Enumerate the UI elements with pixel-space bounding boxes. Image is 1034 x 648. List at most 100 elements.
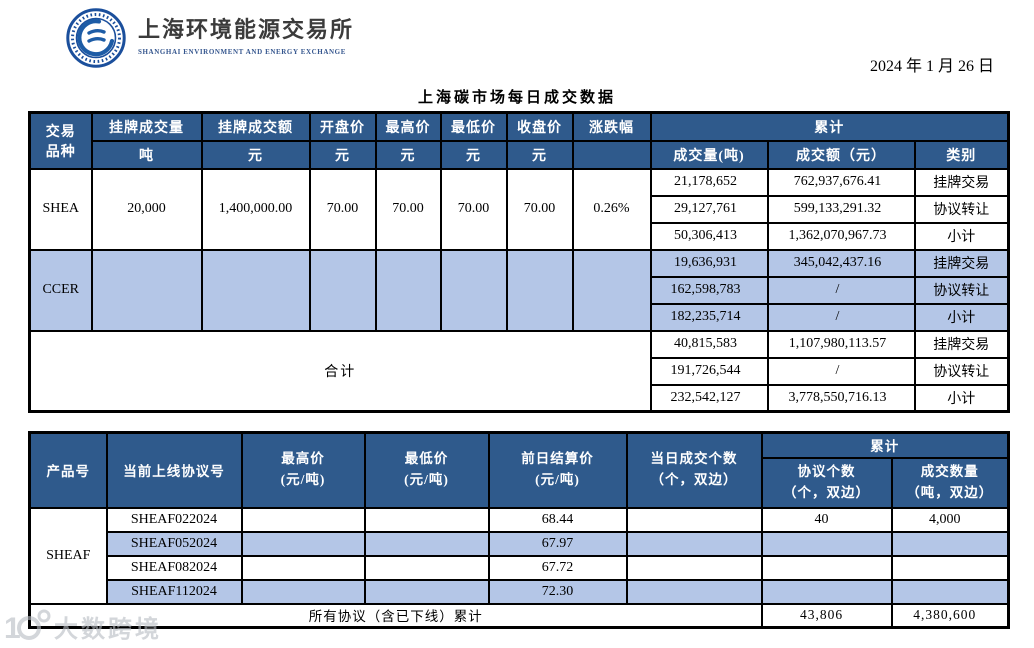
shea-cum-category: 小计 <box>913 221 1010 251</box>
sheaf-cum-volume <box>890 554 1010 581</box>
sheaf-settle: 67.97 <box>487 530 628 557</box>
shea-high: 70.00 <box>374 167 442 251</box>
col-header-cum-volume: 成交量(吨) <box>649 139 769 170</box>
col-header-category: 类别 <box>913 139 1010 170</box>
sheaf-cum-count <box>760 578 893 605</box>
ccer-cum-volume: 19,636,931 <box>649 248 769 278</box>
product-shea: SHEA <box>28 167 93 251</box>
ccer-row-1: CCER 19,636,931 345,042,437.16 挂牌交易 <box>28 248 1010 332</box>
ccer-cum-volume: 182,235,714 <box>649 302 769 332</box>
ccer-high <box>374 248 442 332</box>
t2-header-row-2: 协议个数 （个，双边） 成交数量 （吨，双边） <box>30 456 1010 509</box>
sheaf-cum-count <box>760 554 893 581</box>
col-header-high: 最高价 <box>374 111 442 142</box>
sheaf-settle: 72.30 <box>487 578 628 605</box>
shea-low: 70.00 <box>439 167 508 251</box>
exchange-logo: 上海环境能源交易所 SHANGHAI ENVIRONMENT AND ENERG… <box>66 8 354 68</box>
unit-yuan: 元 <box>505 139 574 170</box>
total-row-1: 合计 40,815,583 1,107,980,113.57 挂牌交易 <box>28 329 1010 413</box>
exchange-emblem-icon <box>66 8 126 68</box>
total-row-3: 232,542,127 3,778,550,716.13 小计 <box>30 383 1010 413</box>
sheaf-low <box>363 554 490 581</box>
sheaf-row-3: SHEAF082024 67.72 <box>30 554 1010 581</box>
unit-yuan: 元 <box>308 139 377 170</box>
col-header-low: 最低价 <box>439 111 508 142</box>
sheaf-high <box>240 530 366 557</box>
total-cum-amount: 3,778,550,716.13 <box>766 383 916 413</box>
all-protocols-cum-count: 43,806 <box>760 602 893 629</box>
unit-ton: 吨 <box>90 139 203 170</box>
unit-yuan: 元 <box>439 139 508 170</box>
sheaf-row-1: SHEAF SHEAF022024 68.44 40 4,000 <box>28 506 1010 605</box>
protocol-products-table: 产品号 当前上线协议号 最高价 (元/吨) 最低价 (元/吨) 前日结算价 (元… <box>28 431 1010 629</box>
sheaf-row-4: SHEAF112024 72.30 <box>30 578 1010 605</box>
svg-text:1: 1 <box>4 612 21 645</box>
shea-cum-amount: 1,362,070,967.73 <box>766 221 916 251</box>
sheaf-high <box>240 578 366 605</box>
sheaf-high <box>240 506 366 533</box>
sheaf-row-2: SHEAF052024 67.97 <box>30 530 1010 557</box>
shea-cum-amount: 762,937,676.41 <box>766 167 916 197</box>
total-cum-volume: 232,542,127 <box>649 383 769 413</box>
shea-listed-volume: 20,000 <box>90 167 203 251</box>
col-header-listed-amount: 挂牌成交额 <box>200 111 311 142</box>
shea-cum-category: 协议转让 <box>913 194 1010 224</box>
sheaf-day-count <box>625 578 763 605</box>
sheaf-low <box>363 530 490 557</box>
shea-cum-volume: 50,306,413 <box>649 221 769 251</box>
product-sheaf: SHEAF <box>28 506 108 605</box>
col-header-high-price: 最高价 (元/吨) <box>240 431 366 509</box>
ccer-cum-category: 协议转让 <box>913 275 1010 305</box>
shea-cum-volume: 21,178,652 <box>649 167 769 197</box>
daily-market-table: 交易 品种 挂牌成交量 挂牌成交额 开盘价 最高价 最低价 收盘价 涨跌幅 累计… <box>28 111 1011 413</box>
report-date: 2024 年 1 月 26 日 <box>869 58 994 75</box>
shea-cum-volume: 29,127,761 <box>649 194 769 224</box>
sheaf-settle: 68.44 <box>487 506 628 533</box>
ccer-low <box>439 248 508 332</box>
col-header-cumulative: 累计 <box>760 431 1010 459</box>
product-ccer: CCER <box>28 248 93 332</box>
sheaf-cum-count: 40 <box>760 506 893 533</box>
ccer-cum-volume: 162,598,783 <box>649 275 769 305</box>
col-header-cum-count: 协议个数 （个，双边） <box>760 456 893 509</box>
sheaf-low <box>363 578 490 605</box>
shea-listed-amount: 1,400,000.00 <box>200 167 311 251</box>
all-protocols-total-row: 所有协议（含已下线）累计 43,806 4,380,600 <box>28 602 1010 629</box>
ccer-open <box>308 248 377 332</box>
shea-row-2: 29,127,761 599,133,291.32 协议转让 <box>30 194 1010 224</box>
total-cum-category: 协议转让 <box>913 356 1010 386</box>
protocol-code: SHEAF022024 <box>105 506 243 533</box>
total-label: 合计 <box>28 329 652 413</box>
sheaf-cum-volume: 4,000 <box>890 506 1010 533</box>
sheaf-cum-count <box>760 530 893 557</box>
total-row-2: 191,726,544 / 协议转让 <box>30 356 1010 386</box>
shea-cum-amount: 599,133,291.32 <box>766 194 916 224</box>
sheaf-low <box>363 506 490 533</box>
sheaf-high <box>240 554 366 581</box>
shea-close: 70.00 <box>505 167 574 251</box>
total-cum-volume: 191,726,544 <box>649 356 769 386</box>
col-header-change: 涨跌幅 <box>571 111 652 142</box>
ccer-cum-amount: 345,042,437.16 <box>766 248 916 278</box>
page-title: 上海碳市场每日成交数据 <box>417 90 616 106</box>
ccer-cum-category: 挂牌交易 <box>913 248 1010 278</box>
ccer-close <box>505 248 574 332</box>
ccer-cum-category: 小计 <box>913 302 1010 332</box>
total-cum-category: 小计 <box>913 383 1010 413</box>
col-header-cum-volume: 成交数量 （吨，双边） <box>890 456 1010 509</box>
ccer-row-3: 182,235,714 / 小计 <box>30 302 1010 332</box>
sheaf-settle: 67.72 <box>487 554 628 581</box>
shea-cum-category: 挂牌交易 <box>913 167 1010 197</box>
col-header-prev-settle: 前日结算价 (元/吨) <box>487 431 628 509</box>
protocol-code: SHEAF052024 <box>105 530 243 557</box>
all-protocols-cum-volume: 4,380,600 <box>890 602 1010 629</box>
col-header-product-no: 产品号 <box>28 431 108 509</box>
col-header-cum-amount: 成交额（元） <box>766 139 916 170</box>
col-header-protocol-no: 当前上线协议号 <box>105 431 243 509</box>
sheaf-day-count <box>625 530 763 557</box>
ccer-cum-amount: / <box>766 275 916 305</box>
shea-open: 70.00 <box>308 167 377 251</box>
sheaf-day-count <box>625 554 763 581</box>
empty-header-cell <box>571 139 652 170</box>
